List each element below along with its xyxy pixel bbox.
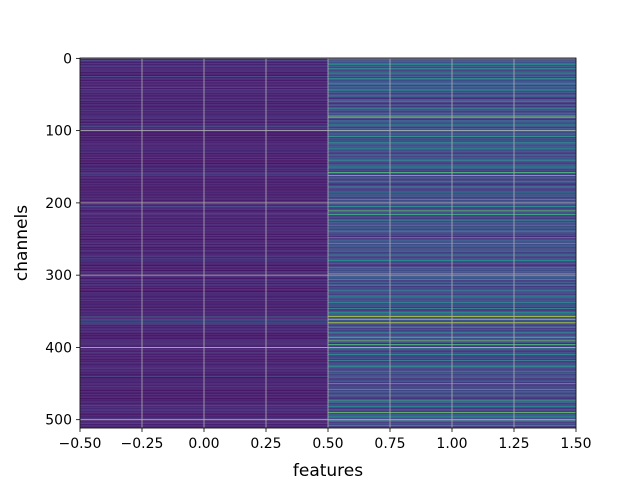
y-axis-label: channels — [12, 205, 32, 281]
x-tick-label: 0.75 — [374, 436, 405, 452]
y-axis-ticks: 0 100 200 300 400 500 — [45, 51, 80, 429]
x-tick-label: 0.00 — [188, 436, 219, 452]
y-tick-label: 300 — [45, 268, 72, 284]
x-tick-label: 0.50 — [312, 436, 343, 452]
x-tick-label: −0.25 — [121, 436, 164, 452]
y-tick-label: 0 — [63, 51, 72, 67]
y-tick-label: 200 — [45, 196, 72, 212]
x-tick-label: 1.00 — [436, 436, 467, 452]
x-tick-label: −0.50 — [59, 436, 102, 452]
y-tick-label: 400 — [45, 340, 72, 356]
x-tick-label: 1.50 — [560, 436, 591, 452]
y-tick-label: 100 — [45, 124, 72, 140]
x-tick-label: 1.25 — [498, 436, 529, 452]
x-axis-label: features — [293, 461, 363, 480]
x-axis-ticks: −0.50 −0.25 0.00 0.25 0.50 0.75 1.00 1.25 1.50 — [59, 428, 592, 452]
y-tick-label: 500 — [45, 413, 72, 429]
x-tick-label: 0.25 — [250, 436, 281, 452]
